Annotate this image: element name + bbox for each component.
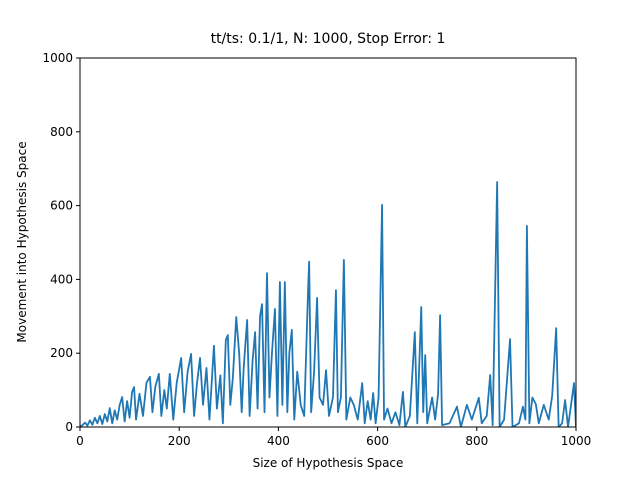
x-tick-label: 800 bbox=[465, 434, 488, 448]
y-tick-label: 600 bbox=[50, 199, 73, 213]
y-tick-label: 0 bbox=[65, 420, 73, 434]
y-axis-label: Movement into Hypothesis Space bbox=[15, 141, 29, 342]
y-tick-label: 400 bbox=[50, 272, 73, 286]
y-tick-label: 1000 bbox=[42, 51, 73, 65]
x-axis-label: Size of Hypothesis Space bbox=[253, 456, 404, 470]
y-tick-label: 200 bbox=[50, 346, 73, 360]
y-tick-label: 800 bbox=[50, 125, 73, 139]
x-tick-label: 1000 bbox=[561, 434, 592, 448]
data-line bbox=[80, 181, 576, 427]
chart-title: tt/ts: 0.1/1, N: 1000, Stop Error: 1 bbox=[211, 31, 446, 47]
x-tick-label: 400 bbox=[267, 434, 290, 448]
x-tick-label: 0 bbox=[76, 434, 84, 448]
plot-frame bbox=[79, 57, 577, 428]
x-tick-label: 200 bbox=[168, 434, 191, 448]
x-tick-label: 600 bbox=[366, 434, 389, 448]
